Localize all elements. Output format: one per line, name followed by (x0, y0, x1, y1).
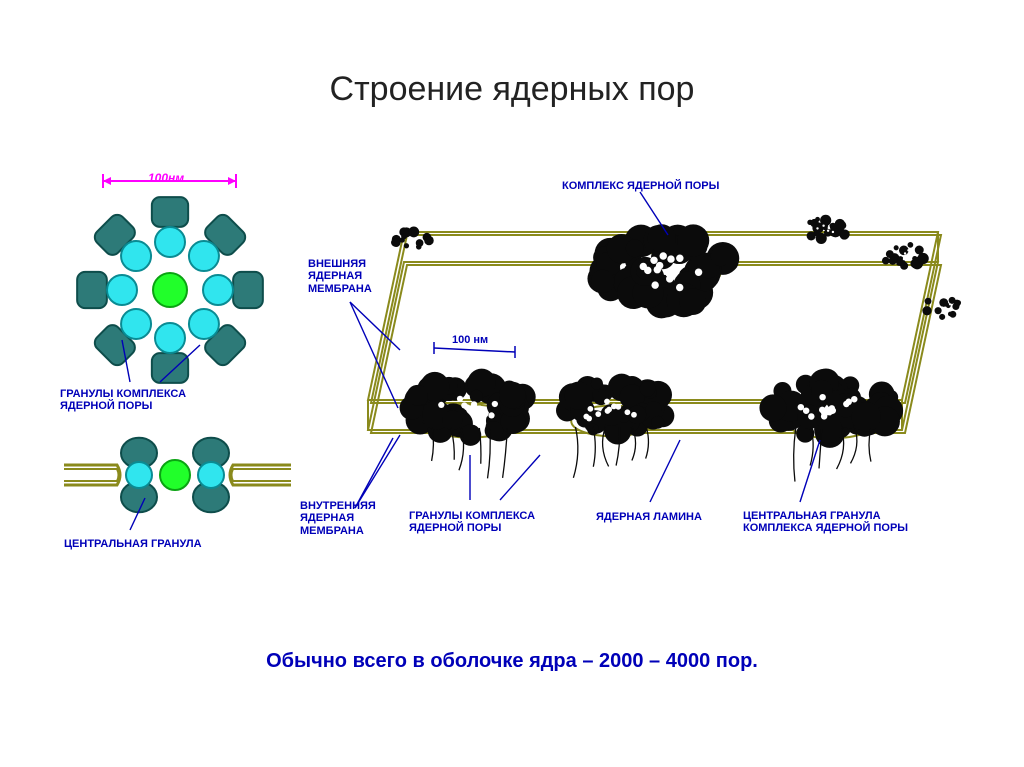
pore-sideview (64, 438, 291, 513)
pore-topview (77, 197, 263, 383)
membrane-3d (368, 215, 961, 482)
diagram-canvas (0, 0, 1024, 767)
